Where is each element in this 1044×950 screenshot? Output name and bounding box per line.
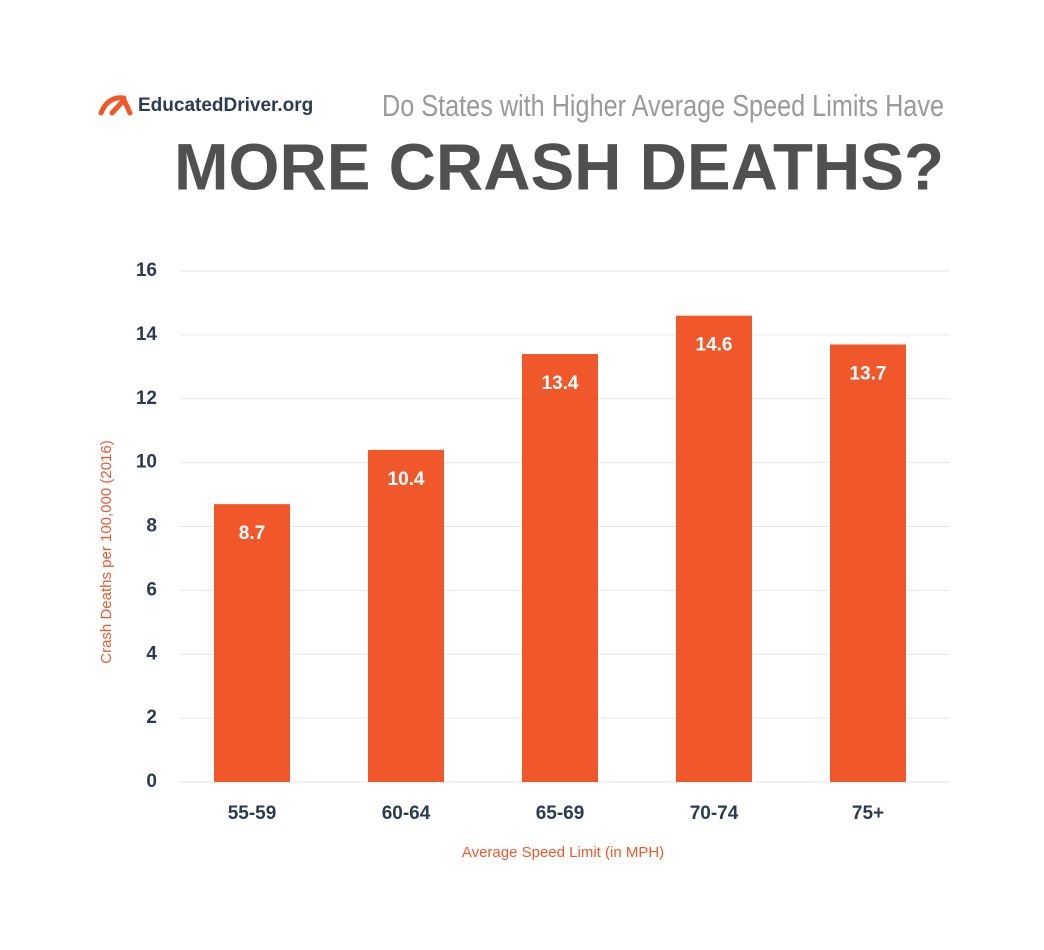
x-tick-label: 60-64 [382, 803, 431, 824]
value-label: 10.4 [388, 469, 425, 490]
bar [676, 315, 752, 782]
logo-icon [98, 95, 133, 116]
value-label: 13.7 [850, 363, 887, 384]
y-tick-label: 0 [146, 771, 157, 792]
y-tick-label: 4 [146, 643, 157, 664]
x-tick-label: 75+ [852, 803, 884, 824]
y-tick-label: 10 [136, 452, 157, 473]
x-axis-label: Average Speed Limit (in MPH) [462, 844, 664, 861]
x-tick-label: 70-74 [690, 803, 739, 824]
y-tick-label: 12 [136, 388, 157, 409]
y-tick-label: 2 [146, 707, 157, 728]
y-tick-label: 8 [146, 516, 157, 537]
bar [214, 504, 290, 782]
x-tick-label: 65-69 [536, 803, 585, 824]
value-label: 13.4 [542, 373, 579, 394]
y-tick-label: 16 [136, 260, 157, 281]
x-tick-label: 55-59 [228, 803, 277, 824]
brand: EducatedDriver.org [138, 95, 313, 116]
bar [368, 449, 444, 782]
value-label: 8.7 [239, 523, 265, 544]
chart-subtitle: Do States with Higher Average Speed Limi… [382, 88, 944, 123]
value-label: 14.6 [696, 335, 733, 356]
bar [830, 344, 906, 782]
y-tick-label: 14 [136, 324, 158, 345]
chart-title: MORE CRASH DEATHS? [174, 129, 944, 203]
bar [522, 354, 598, 782]
y-tick-label: 6 [146, 579, 157, 600]
y-axis-label: Crash Deaths per 100,000 (2016) [98, 440, 115, 663]
